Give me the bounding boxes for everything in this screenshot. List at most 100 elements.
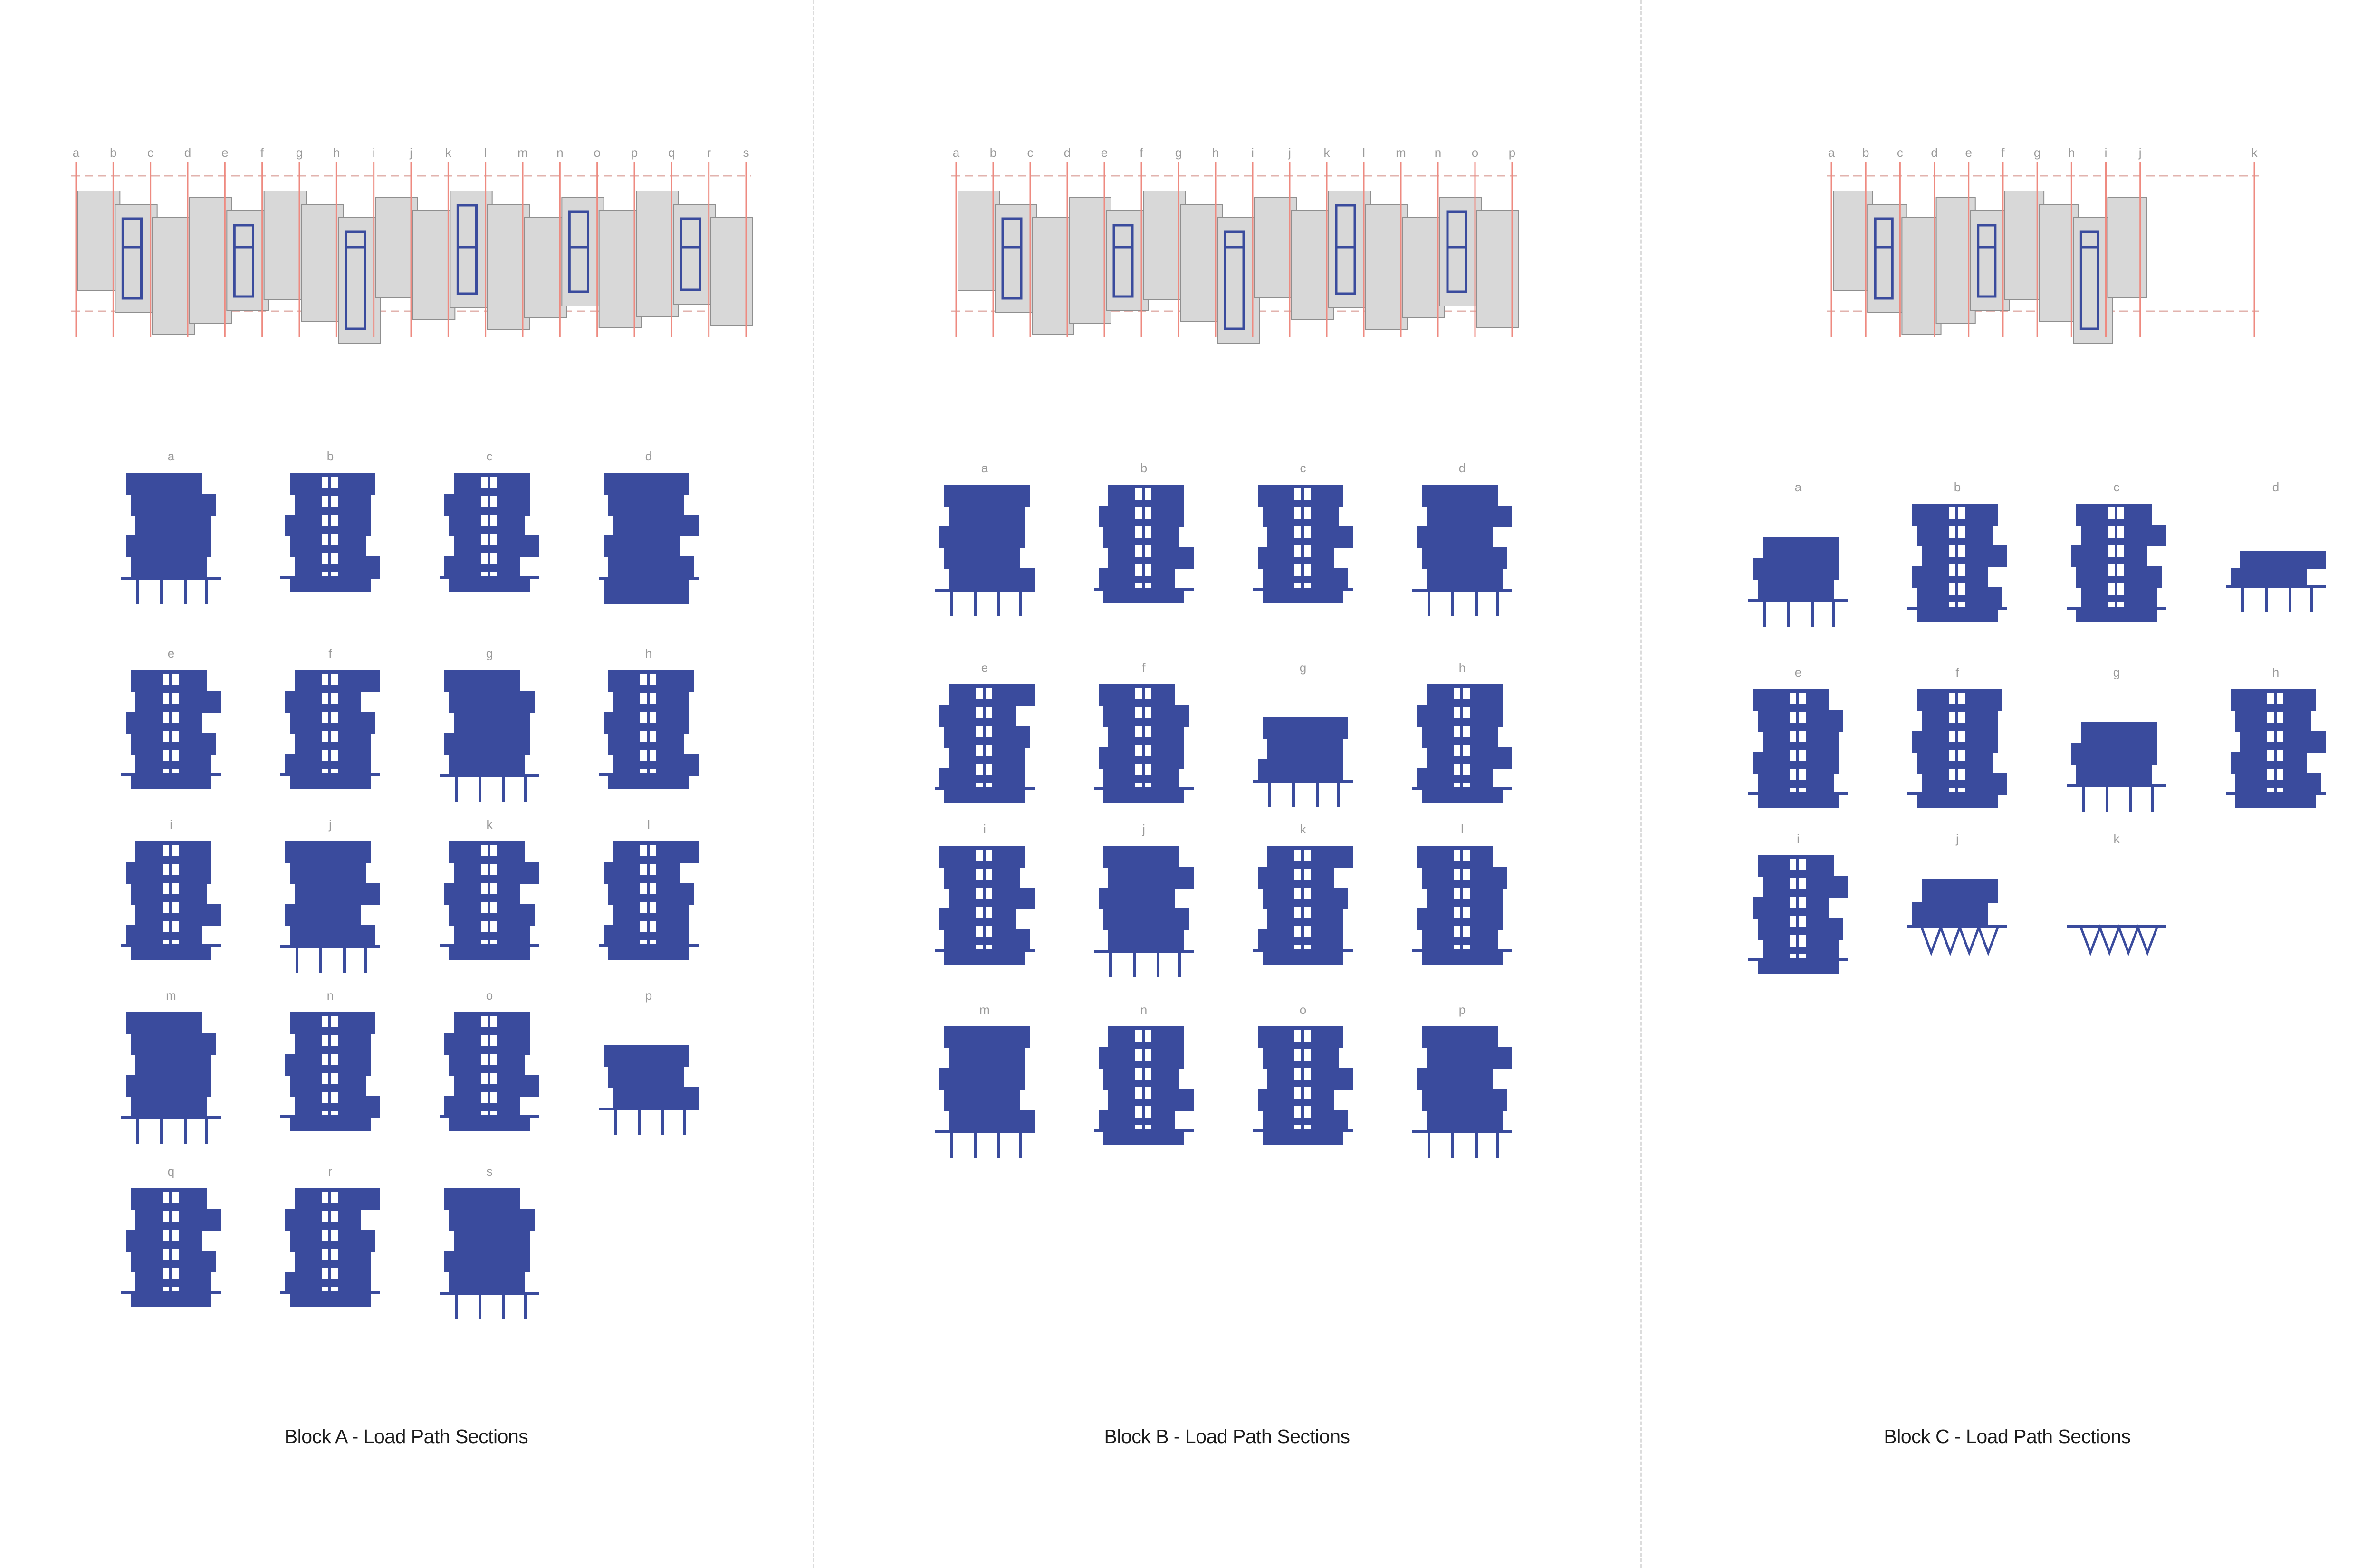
plan-gridline-label: d: [1064, 145, 1071, 160]
section-core-opening: [650, 712, 656, 723]
plan-gridline-label: o: [594, 145, 600, 160]
section-core-opening: [976, 707, 983, 718]
section-f: f: [1089, 660, 1198, 803]
section-core-opening: [2267, 712, 2274, 723]
section-base-slab: [131, 946, 211, 960]
section-core-opening: [986, 888, 992, 899]
section-core-opening: [490, 1035, 497, 1046]
section-core-opening: [650, 845, 656, 856]
section-core-opening: [1454, 764, 1460, 775]
section-figure: [440, 841, 539, 960]
section-figure: [1748, 689, 1848, 808]
section-floor-slab: [613, 515, 699, 536]
section-figure: [1253, 717, 1353, 807]
section-floor-slab: [1763, 537, 1839, 559]
section-floor-slab: [1427, 506, 1512, 527]
section-core-opening: [163, 1268, 169, 1279]
section-core-opening: [650, 902, 656, 913]
section-core-opening: [1958, 693, 1965, 704]
section-core-opening: [2108, 507, 2115, 519]
section-figure: [440, 670, 539, 802]
plan-gridline-label: o: [1472, 145, 1478, 160]
section-core-opening: [1304, 564, 1311, 576]
plan-gridline-label: d: [184, 145, 191, 160]
section-floor-slab: [944, 1089, 1020, 1111]
section-label: l: [647, 817, 650, 832]
section-core-opening: [650, 674, 656, 685]
section-floor-slab: [1108, 929, 1184, 951]
section-core-opening: [650, 731, 656, 742]
plan-gridline-label: b: [990, 145, 996, 160]
plan-gridline-label: i: [1251, 145, 1254, 160]
section-core-opening: [986, 726, 992, 737]
section-h: h: [594, 646, 703, 789]
section-core-opening: [172, 750, 179, 761]
section-core-opening: [1135, 1068, 1142, 1080]
section-figure: [280, 1012, 380, 1131]
section-b: b: [276, 449, 385, 592]
section-core-opening: [1958, 712, 1965, 723]
section-floor-slab: [949, 568, 1035, 590]
section-core-opening: [172, 674, 179, 685]
section-core-opening: [331, 534, 338, 545]
section-core-opening: [976, 888, 983, 899]
section-floor-slab: [1422, 485, 1498, 507]
plan-massing-box: [2107, 197, 2147, 298]
section-core-opening: [322, 515, 328, 526]
section-l: l: [1408, 822, 1517, 965]
section-label: a: [167, 449, 175, 463]
panel-divider-1: [813, 0, 814, 1568]
section-floor-slab: [944, 1026, 1030, 1048]
section-core-opening: [163, 864, 169, 875]
section-core-opening: [322, 1035, 328, 1046]
section-label: e: [167, 646, 175, 660]
section-core-opening: [331, 1192, 338, 1203]
section-core-opening: [1135, 545, 1142, 557]
plan-gridline-label: c: [1027, 145, 1034, 160]
section-b: b: [1089, 461, 1198, 603]
section-core-opening: [1958, 583, 1965, 595]
section-base-slab: [944, 789, 1025, 803]
section-floor-slab: [131, 1033, 216, 1055]
plan-gridline-label: d: [1931, 145, 1937, 160]
section-core-opening: [1463, 745, 1470, 756]
section-base-slab: [1422, 950, 1503, 965]
section-core-opening: [490, 902, 497, 913]
section-core-opening: [331, 553, 338, 564]
section-core-opening: [163, 731, 169, 742]
section-figure: [1094, 846, 1194, 977]
section-p: p: [1408, 1003, 1517, 1158]
section-figure: [280, 473, 380, 592]
section-core-opening: [1145, 1106, 1151, 1118]
section-core-opening: [976, 850, 983, 861]
plan-gridline-label: q: [668, 145, 675, 160]
section-floor-slab: [939, 526, 1025, 548]
section-floor-slab: [1103, 846, 1179, 868]
section-core-opening: [1799, 750, 1806, 761]
section-figure: [440, 1188, 539, 1319]
section-core-opening: [2117, 507, 2124, 519]
section-core-opening: [1135, 488, 1142, 500]
section-label: f: [1955, 665, 1959, 679]
section-k: k: [2062, 832, 2171, 969]
plan-gridline-label: s: [743, 145, 749, 160]
plan-gridline-label: h: [333, 145, 340, 160]
section-core-opening: [481, 1054, 488, 1065]
section-core-opening: [1799, 897, 1806, 908]
section-core-opening: [172, 1249, 179, 1260]
section-core-opening: [331, 1092, 338, 1103]
section-base-slab: [1917, 794, 1998, 808]
section-core-opening: [2277, 769, 2283, 780]
section-core-opening: [976, 745, 983, 756]
section-core-opening: [1463, 926, 1470, 937]
section-base-slab: [2235, 794, 2316, 808]
section-core-opening: [1958, 769, 1965, 780]
section-core-opening: [322, 1230, 328, 1241]
section-core-opening: [1145, 1087, 1151, 1099]
section-floor-slab: [131, 556, 207, 578]
section-core-opening: [1304, 1030, 1311, 1042]
section-core-opening: [172, 1268, 179, 1279]
plan-gridline-label: a: [1828, 145, 1835, 160]
section-core-opening: [1949, 545, 1955, 557]
section-m: m: [116, 988, 226, 1144]
